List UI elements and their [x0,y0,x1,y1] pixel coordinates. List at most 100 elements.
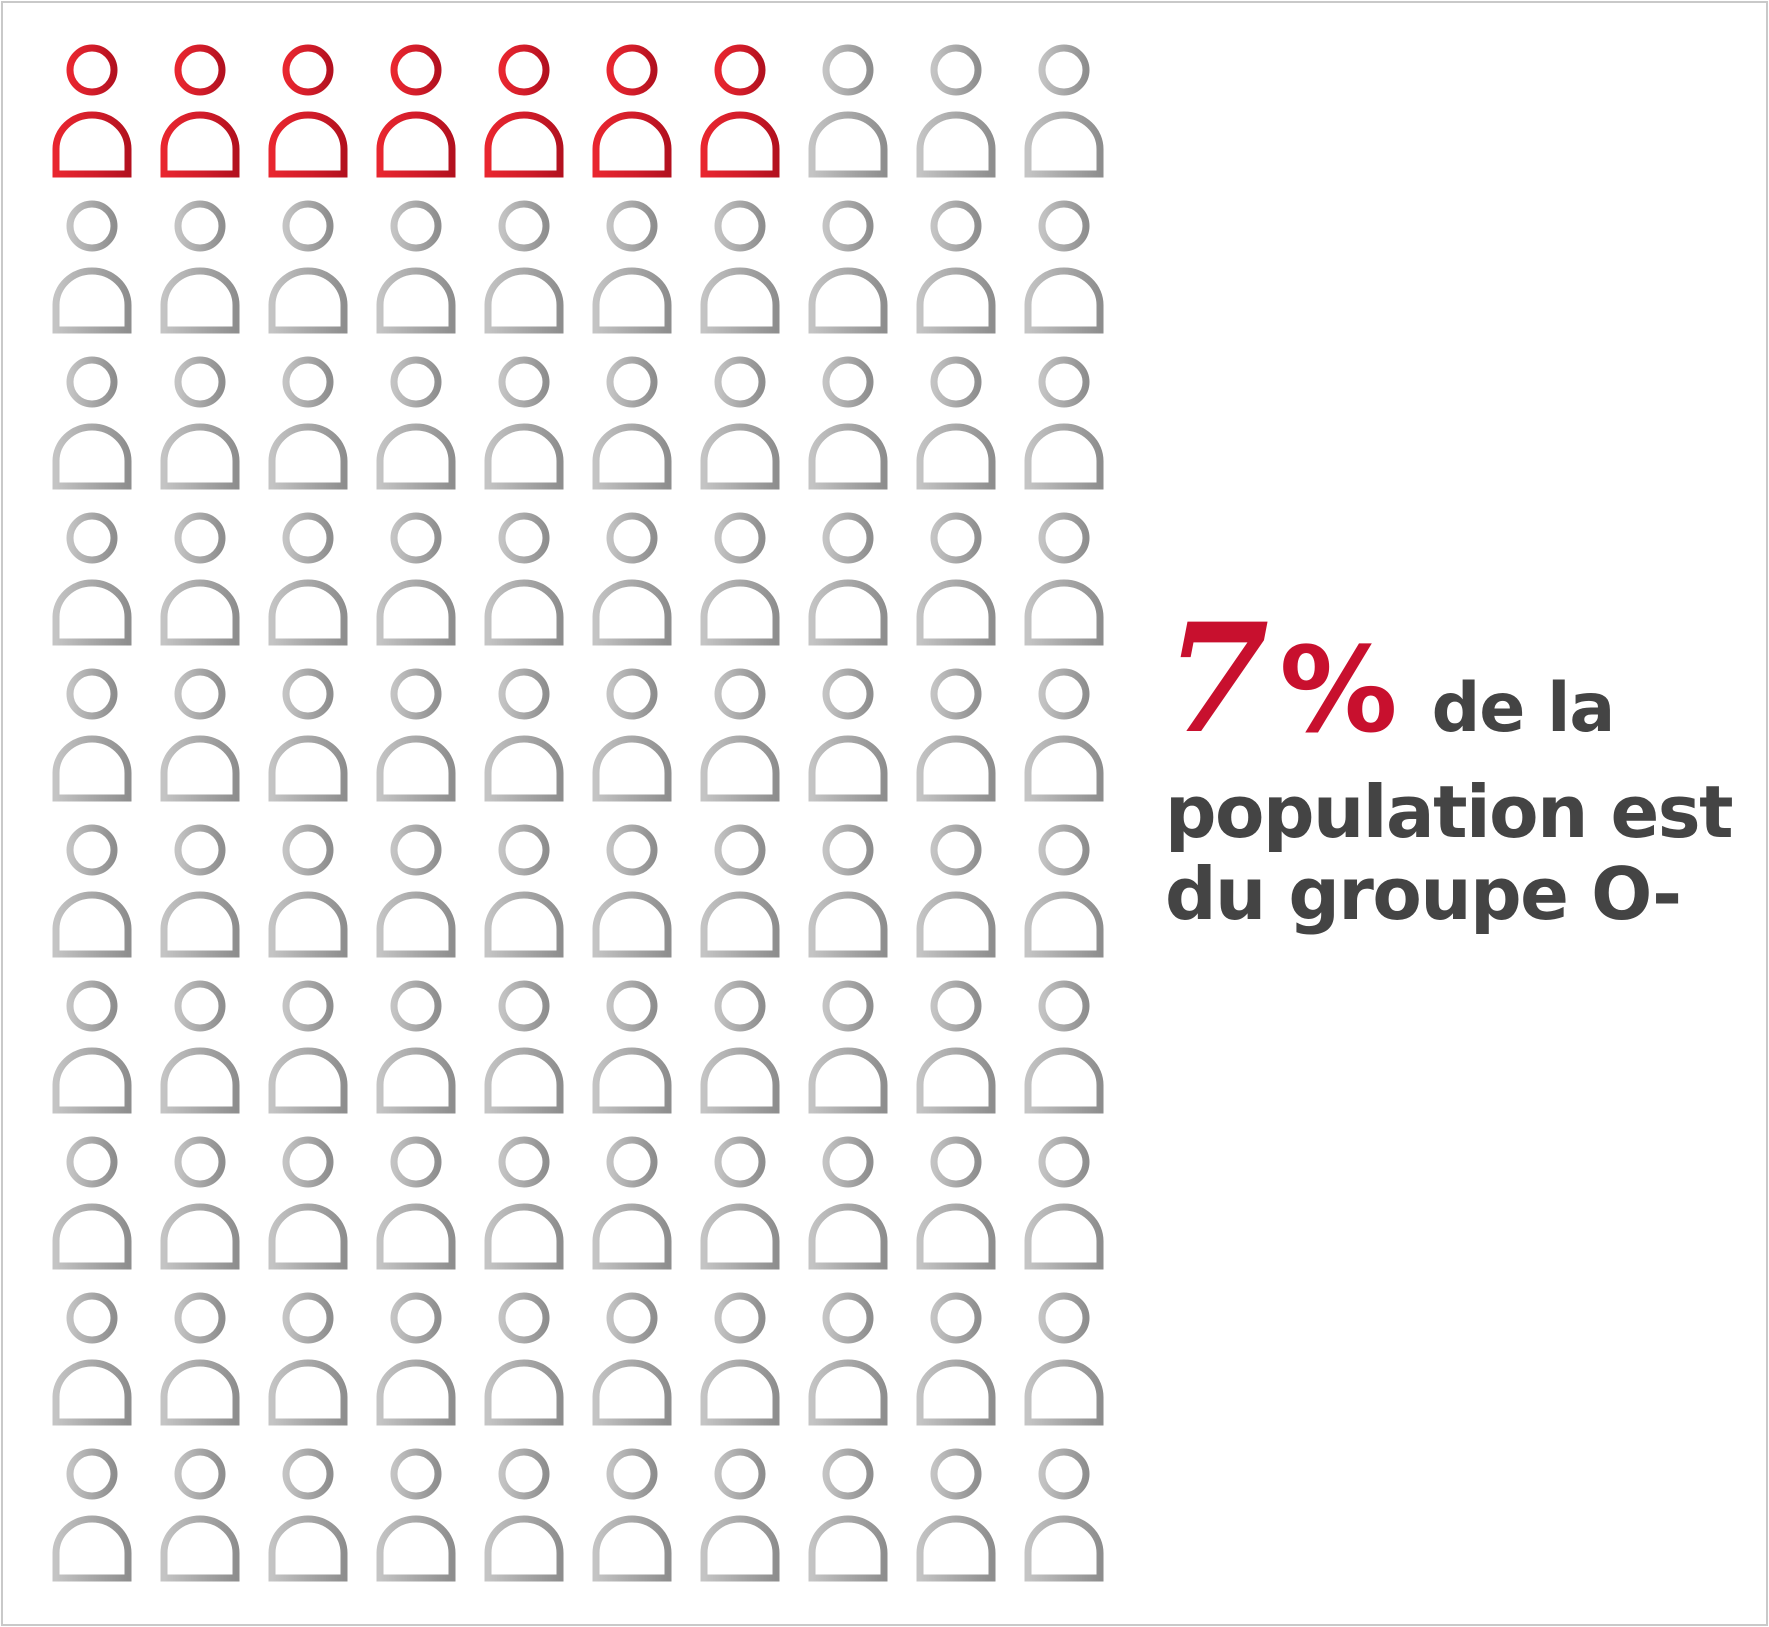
headline-text-start: de la [1431,669,1616,748]
person-head [174,1136,226,1188]
person-head [930,200,982,252]
person-head [390,44,442,96]
person-body [484,1359,564,1426]
person-head [606,1292,658,1344]
person-body [808,891,888,958]
person-icon [916,1136,996,1270]
person-body [376,579,456,646]
person-body [52,423,132,490]
person-body [808,579,888,646]
person-body [484,1047,564,1114]
person-head [606,512,658,564]
person-body [160,111,240,178]
person-head [66,980,118,1032]
person-icon [808,1136,888,1270]
person-head [498,1292,550,1344]
person-body [1024,1047,1104,1114]
person-head [822,1136,874,1188]
person-icon [376,1292,456,1426]
person-head [66,824,118,876]
person-icon [268,1136,348,1270]
person-head [714,1136,766,1188]
headline-line-1: 7 % de la [1165,604,1616,754]
person-body [160,267,240,334]
person-head [606,44,658,96]
person-body [592,735,672,802]
person-head [930,668,982,720]
person-body [160,891,240,958]
person-head [498,824,550,876]
person-icon [1024,1136,1104,1270]
person-icon [700,980,780,1114]
person-body [916,267,996,334]
person-body [268,1515,348,1582]
person-head [174,824,226,876]
person-icon [484,980,564,1114]
person-head [498,980,550,1032]
person-icon [808,668,888,802]
person-head [282,200,334,252]
person-icon [916,356,996,490]
person-icon [592,824,672,958]
person-head [930,824,982,876]
person-icon [376,356,456,490]
person-body [484,111,564,178]
person-body [1024,267,1104,334]
person-head [714,668,766,720]
person-head [714,200,766,252]
person-head [822,1448,874,1500]
person-icon [268,824,348,958]
person-head [282,512,334,564]
person-body [1024,111,1104,178]
person-icon [1024,1292,1104,1426]
person-icon [484,824,564,958]
person-icon [52,824,132,958]
person-head [1038,668,1090,720]
person-body [700,111,780,178]
person-head [606,824,658,876]
person-body [52,267,132,334]
person-icon [52,512,132,646]
person-icon [268,1448,348,1582]
person-icon [268,1292,348,1426]
person-body [808,423,888,490]
person-body [376,735,456,802]
person-icon [808,512,888,646]
person-icon [376,824,456,958]
person-icon [592,668,672,802]
person-head [1038,512,1090,564]
person-head [714,824,766,876]
person-body [808,1047,888,1114]
person-body [808,1359,888,1426]
person-icon [700,824,780,958]
person-head [1038,980,1090,1032]
person-body [268,891,348,958]
person-icon-highlighted [376,44,456,178]
person-icon [52,668,132,802]
person-head [174,1292,226,1344]
person-icon [160,1136,240,1270]
person-head [174,668,226,720]
person-body [268,579,348,646]
person-head [822,1292,874,1344]
person-icon [808,824,888,958]
person-body [592,1047,672,1114]
person-icon [52,1136,132,1270]
person-icon [592,200,672,334]
person-body [160,423,240,490]
person-icon [268,356,348,490]
person-icon [1024,824,1104,958]
person-head [714,356,766,408]
person-body [160,1203,240,1270]
person-body [1024,1203,1104,1270]
person-body [700,1359,780,1426]
person-icon [484,356,564,490]
person-icon [1024,356,1104,490]
person-body [376,267,456,334]
person-body [916,1047,996,1114]
person-icon [700,356,780,490]
person-head [1038,824,1090,876]
person-head [282,1292,334,1344]
person-icon [700,668,780,802]
person-icon [1024,44,1104,178]
